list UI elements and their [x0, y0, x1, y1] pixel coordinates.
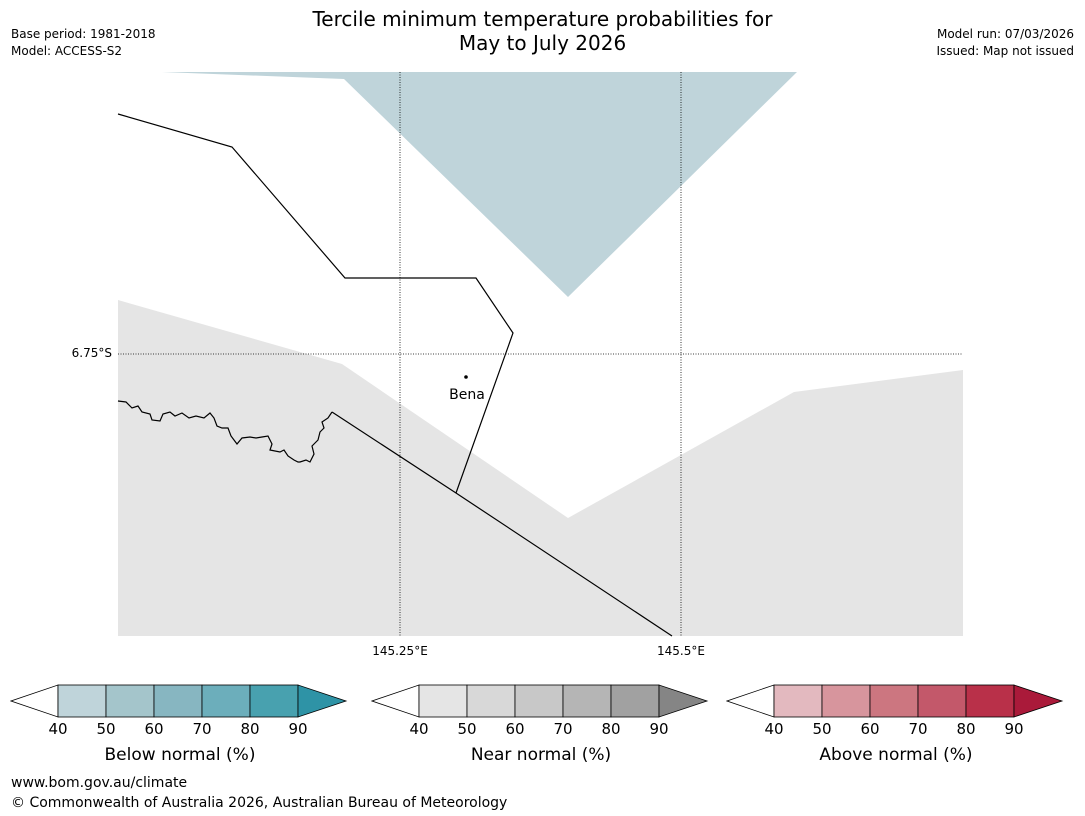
near-normal-region — [118, 300, 963, 636]
legend-swatch-40 — [773, 684, 823, 718]
lat-label: 6.75°S — [71, 346, 112, 360]
place-label-bena: Bena — [449, 387, 485, 403]
legend-lower-extend — [726, 684, 775, 718]
legend-title: Near normal (%) — [470, 745, 612, 765]
legend-tick-80: 80 — [601, 720, 621, 738]
legend-tick-70: 70 — [908, 720, 928, 738]
legend-tick-60: 60 — [144, 720, 164, 738]
province-boundary-south — [331, 411, 673, 637]
bena-location-dot — [464, 375, 468, 379]
legend-tick-70: 70 — [553, 720, 573, 738]
legend-title: Below normal (%) — [104, 745, 256, 765]
legend-below-normal: 40 50 60 70 80 90 Below normal (%) — [10, 684, 350, 765]
legend-swatch-80 — [249, 684, 299, 718]
legend-tick-80: 80 — [956, 720, 976, 738]
legend-swatch-60 — [869, 684, 919, 718]
legend-tick-60: 60 — [505, 720, 525, 738]
river-line — [117, 400, 333, 463]
model-run: Model run: 07/03/2026 — [936, 27, 1074, 41]
legend-above-normal: 40 50 60 70 80 90 Above normal (%) — [726, 684, 1066, 765]
legend-tick-50: 50 — [457, 720, 477, 738]
legend-tick-90: 90 — [288, 720, 308, 738]
province-boundary — [117, 113, 514, 494]
legend-tick-90: 90 — [1004, 720, 1024, 738]
legend-upper-extend — [297, 684, 348, 718]
below-normal-region — [162, 72, 797, 297]
legend-swatch-50 — [105, 684, 155, 718]
legend-colorbar — [726, 684, 1064, 718]
legend-swatch-40 — [57, 684, 107, 718]
lon-label-2: 145.5°E — [657, 644, 705, 658]
issued-status: Issued: Map not issued — [936, 44, 1074, 58]
legend-swatch-60 — [153, 684, 203, 718]
meta-left: Base period: 1981-2018 Model: ACCESS-S2 — [11, 26, 156, 60]
legend-tick-60: 60 — [860, 720, 880, 738]
legend-tick-90: 90 — [649, 720, 669, 738]
legend-tick-40: 40 — [48, 720, 68, 738]
legend-tick-70: 70 — [192, 720, 212, 738]
legend-tick-50: 50 — [812, 720, 832, 738]
legend-swatch-80 — [610, 684, 660, 718]
legend-swatch-50 — [821, 684, 871, 718]
legend-tick-50: 50 — [96, 720, 116, 738]
legend-swatch-50 — [466, 684, 516, 718]
legend-title: Above normal (%) — [819, 745, 973, 765]
legend-swatch-40 — [418, 684, 468, 718]
legend-swatch-70 — [562, 684, 612, 718]
lon-label-1: 145.25°E — [372, 644, 428, 658]
meta-right: Model run: 07/03/2026 Issued: Map not is… — [936, 26, 1074, 60]
footer-url[interactable]: www.bom.gov.au/climate — [11, 775, 188, 791]
legend-tick-80: 80 — [240, 720, 260, 738]
title-line-1: Tercile minimum temperature probabilitie… — [312, 7, 773, 31]
legend-swatch-70 — [201, 684, 251, 718]
legend-colorbar — [371, 684, 709, 718]
legend-swatch-80 — [965, 684, 1015, 718]
legend-swatch-70 — [917, 684, 967, 718]
base-period: Base period: 1981-2018 — [11, 27, 156, 41]
legend-near-normal: 40 50 60 70 80 90 Near normal (%) — [371, 684, 711, 765]
legend-colorbar — [10, 684, 348, 718]
legend-upper-extend — [1013, 684, 1064, 718]
footer-copyright: © Commonwealth of Australia 2026, Austra… — [11, 795, 508, 811]
map-title: Tercile minimum temperature probabilitie… — [0, 7, 1085, 55]
legend-upper-extend — [658, 684, 709, 718]
legend-lower-extend — [10, 684, 59, 718]
legend-swatch-60 — [514, 684, 564, 718]
model-name: Model: ACCESS-S2 — [11, 44, 123, 58]
legend-tick-40: 40 — [764, 720, 784, 738]
legend-lower-extend — [371, 684, 420, 718]
legend-tick-40: 40 — [409, 720, 429, 738]
title-line-2: May to July 2026 — [458, 31, 627, 55]
